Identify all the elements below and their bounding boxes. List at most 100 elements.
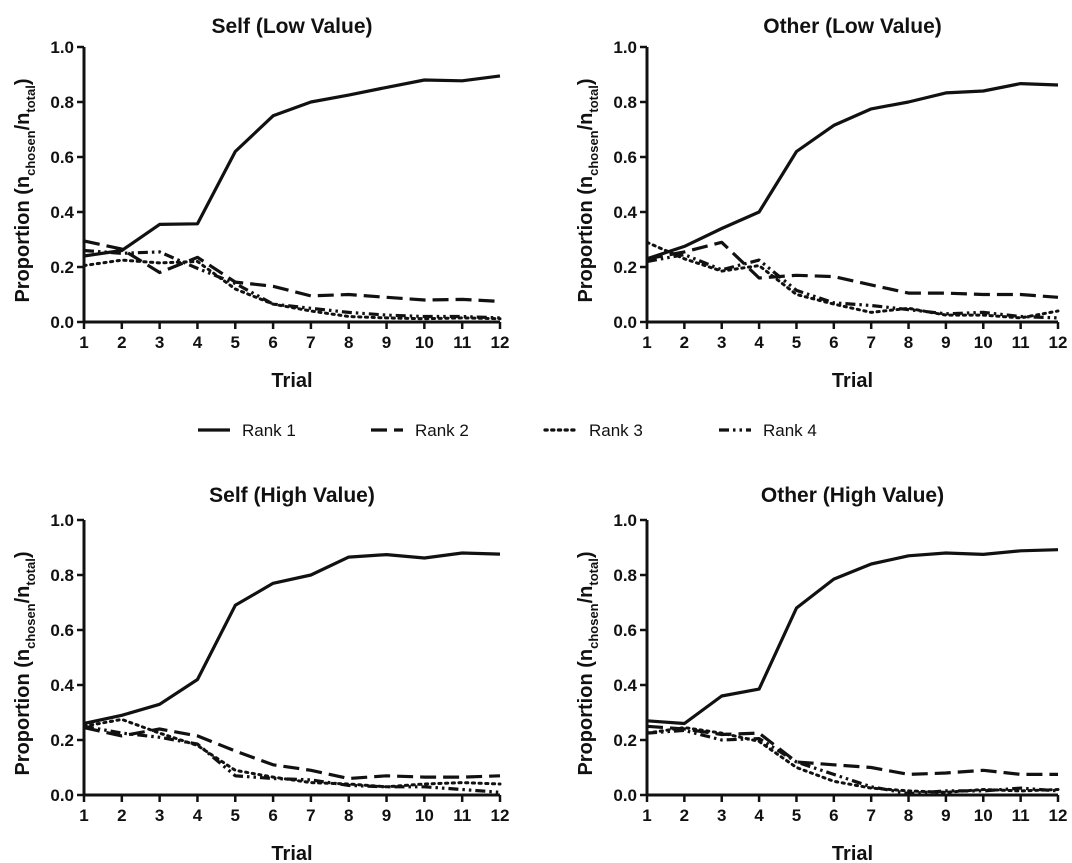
series-line-rank-3	[645, 240, 1060, 320]
chart-panel-4: Other (High Value)0.00.20.40.60.81.01 2 3 4…	[575, 484, 1067, 863]
legend: Rank 1 Rank 2 Rank 3 Rank 4	[198, 421, 817, 440]
y-tick-label: 0.4	[613, 676, 637, 695]
y-axis-label-part: )	[12, 551, 34, 558]
y-tick-label: 1.0	[613, 38, 637, 57]
x-tick-label: 2	[117, 333, 126, 352]
y-axis-label-part: Proportion (n	[575, 176, 597, 303]
y-tick-label: 0.4	[613, 203, 637, 222]
x-axis-label: Trial	[271, 843, 312, 863]
legend-label-rank-1: Rank 1	[242, 421, 296, 440]
y-axis-label-part: /n	[12, 586, 34, 604]
x-tick-label: 1	[79, 333, 88, 352]
y-axis-label-part: )	[575, 551, 597, 558]
series-line-rank-2	[646, 724, 1058, 777]
x-tick-label: 10	[974, 333, 993, 352]
legend-label-rank-4: Rank 4	[763, 421, 817, 440]
x-tick-label: 2	[680, 333, 689, 352]
x-tick-label: 3	[717, 806, 726, 825]
y-axis-label-subscript: chosen	[23, 130, 38, 176]
chart-panel-1: Self (Low Value)0.00.20.40.60.81.01 2 3 4 5 6…	[12, 15, 509, 392]
x-axis-label: Trial	[832, 843, 873, 863]
x-tick-label: 6	[268, 333, 277, 352]
chart-title: Other (High Value)	[761, 484, 944, 507]
x-tick-label: 7	[306, 333, 315, 352]
series-line-rank-4	[83, 248, 501, 320]
x-tick-label: 12	[491, 333, 510, 352]
x-tick-label: 2	[117, 806, 126, 825]
x-tick-label: 12	[491, 806, 510, 825]
x-tick-label: 11	[1012, 806, 1030, 825]
x-tick-label: 6	[829, 333, 838, 352]
x-tick-label: 3	[717, 333, 726, 352]
x-axis-label: Trial	[832, 370, 873, 392]
y-tick-label: 0.2	[50, 258, 74, 277]
x-tick-label: 2	[680, 806, 689, 825]
x-tick-label: 3	[155, 806, 164, 825]
series-line-rank-2	[646, 240, 1059, 299]
x-tick-label: 4	[193, 806, 203, 825]
y-tick-label: 0.0	[613, 786, 637, 805]
y-axis-label: Proportion (nchosen/ntotal)	[575, 551, 601, 775]
y-tick-label: 0.6	[613, 148, 637, 167]
x-tick-label: 12	[1049, 806, 1068, 825]
series-line-rank-1	[83, 74, 501, 258]
y-axis-label-subscript: total	[586, 558, 601, 585]
x-tick-label: 5	[792, 806, 801, 825]
x-axis-label: Trial	[271, 370, 312, 392]
x-tick-label: 6	[268, 806, 277, 825]
series-line-rank-3	[82, 717, 502, 789]
x-tick-label: 4	[754, 806, 764, 825]
y-axis-label-part: )	[12, 78, 34, 85]
y-tick-label: 0.0	[613, 313, 637, 332]
series-line-rank-2	[83, 726, 501, 781]
y-axis-label-subscript: chosen	[586, 603, 601, 649]
y-axis-label-subscript: chosen	[23, 603, 38, 649]
y-tick-label: 0.8	[50, 566, 74, 585]
chart-panel-2: Other (Low Value)0.00.20.40.60.81.01 2 3 4 5…	[575, 15, 1067, 392]
y-tick-label: 1.0	[50, 38, 74, 57]
legend-label-rank-3: Rank 3	[589, 421, 643, 440]
x-tick-label: 12	[1049, 333, 1068, 352]
x-tick-label: 8	[904, 806, 913, 825]
series-line-rank-2	[83, 239, 501, 303]
x-tick-label: 4	[193, 333, 203, 352]
x-tick-label: 9	[382, 806, 391, 825]
y-axis-label-subscript: chosen	[586, 130, 601, 176]
y-tick-label: 0.4	[50, 676, 74, 695]
x-tick-label: 8	[904, 333, 913, 352]
y-tick-label: 0.0	[50, 313, 74, 332]
x-tick-label: 7	[306, 806, 315, 825]
y-axis-label-subscript: total	[23, 85, 38, 112]
y-tick-label: 0.6	[50, 621, 74, 640]
x-tick-label: 7	[866, 333, 875, 352]
y-tick-label: 0.2	[613, 258, 637, 277]
x-tick-label: 9	[941, 806, 950, 825]
y-tick-label: 0.8	[613, 566, 637, 585]
x-tick-label: 1	[79, 806, 88, 825]
chart-panel-3: Self (High Value)0.00.20.40.60.81.01 2 3 4 5…	[12, 484, 509, 863]
y-tick-label: 0.8	[613, 93, 637, 112]
chart-title: Self (Low Value)	[211, 15, 372, 38]
y-axis-label-part: Proportion (n	[12, 649, 34, 776]
x-tick-label: 4	[754, 333, 764, 352]
x-tick-label: 11	[1012, 333, 1030, 352]
y-axis-label-part: Proportion (n	[575, 649, 597, 776]
x-tick-label: 10	[415, 806, 434, 825]
x-tick-label: 9	[941, 333, 950, 352]
y-axis-label-part: /n	[575, 586, 597, 604]
x-tick-label: 10	[974, 806, 993, 825]
y-axis-label: Proportion (nchosen/ntotal)	[12, 78, 38, 302]
x-tick-label: 3	[155, 333, 164, 352]
series-line-rank-3	[82, 258, 502, 321]
y-tick-label: 0.2	[613, 731, 637, 750]
y-axis-label-part: /n	[12, 113, 34, 131]
series-line-rank-1	[646, 548, 1059, 726]
y-tick-label: 0.6	[613, 621, 637, 640]
y-axis-label-part: Proportion (n	[12, 176, 34, 303]
y-axis-label-subscript: total	[23, 558, 38, 585]
legend-label-rank-2: Rank 2	[415, 421, 469, 440]
y-tick-label: 0.8	[50, 93, 74, 112]
y-tick-label: 0.2	[50, 731, 74, 750]
x-tick-label: 7	[866, 806, 875, 825]
